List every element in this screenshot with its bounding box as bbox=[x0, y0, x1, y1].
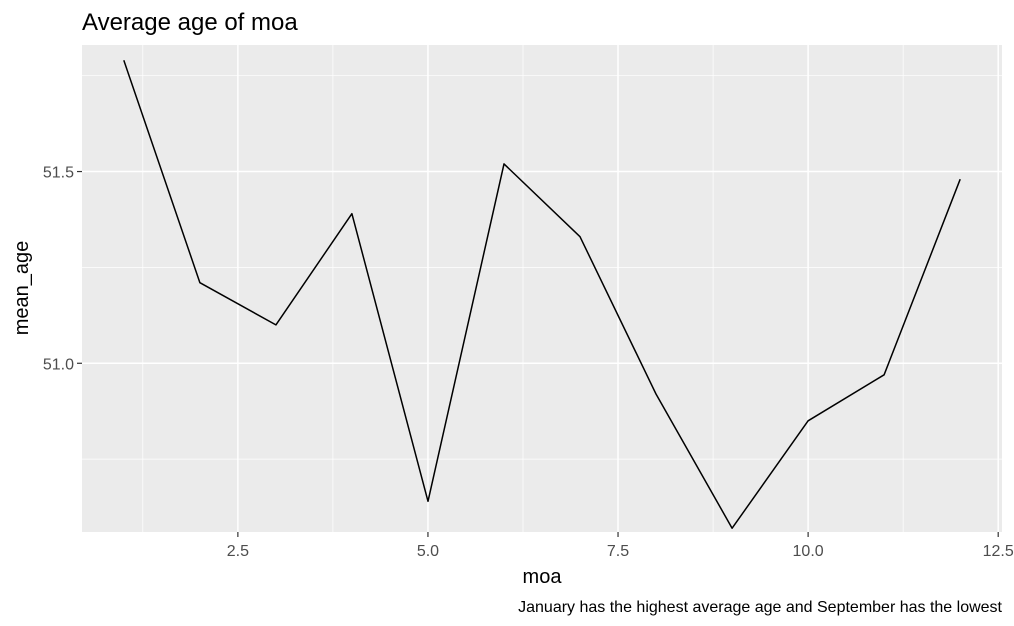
x-axis: 2.5 5.0 7.5 10.0 12.5 bbox=[227, 532, 1014, 560]
x-tick-label: 10.0 bbox=[793, 543, 824, 560]
y-axis-title: mean_age bbox=[11, 241, 33, 336]
x-tick-label: 5.0 bbox=[417, 543, 439, 560]
y-tick-label: 51.0 bbox=[43, 356, 74, 373]
y-axis: 51.0 51.5 bbox=[43, 165, 82, 373]
x-tick-label: 12.5 bbox=[983, 543, 1014, 560]
x-tick-label: 7.5 bbox=[607, 543, 629, 560]
x-axis-title: moa bbox=[523, 566, 563, 588]
chart-title: Average age of moa bbox=[82, 9, 298, 36]
minor-gridlines bbox=[82, 45, 1002, 532]
series-line bbox=[123, 60, 961, 529]
x-tick-label: 2.5 bbox=[227, 543, 249, 560]
y-tick-label: 51.5 bbox=[43, 165, 74, 182]
series-layer bbox=[123, 60, 961, 529]
chart-caption: January has the highest average age and … bbox=[518, 599, 1002, 616]
major-gridlines bbox=[82, 45, 1002, 532]
plot-panel bbox=[82, 45, 1002, 532]
